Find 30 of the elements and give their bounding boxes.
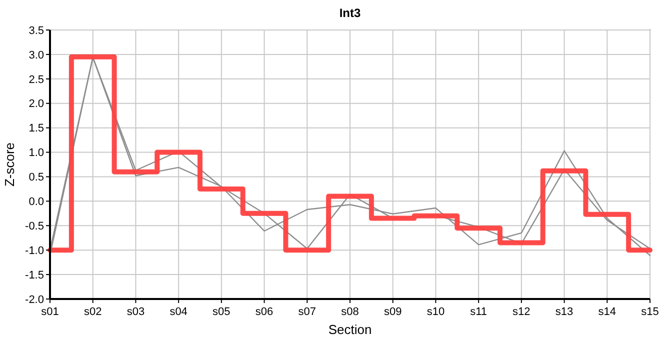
y-tick-label: 2.0	[28, 98, 44, 110]
x-tick-label: s11	[470, 306, 488, 318]
x-tick-label: s02	[84, 306, 102, 318]
y-tick-label: 0.0	[28, 196, 44, 208]
chart-title: Int3	[339, 6, 361, 20]
y-tick-label: -0.5	[25, 220, 44, 232]
y-tick-label: 3.5	[28, 24, 44, 37]
x-tick-label: s05	[212, 306, 230, 318]
x-tick-label: s01	[41, 306, 59, 318]
x-tick-label: s08	[341, 306, 359, 318]
y-tick-label: 1.5	[28, 122, 44, 135]
y-tick-label: 3.0	[28, 49, 44, 62]
y-tick-label: -1.0	[25, 244, 44, 257]
y-tick-label: -2.0	[25, 294, 44, 306]
x-tick-label: s06	[255, 306, 274, 318]
x-axis-title: Section	[328, 322, 372, 337]
x-tick-label: s12	[512, 306, 530, 318]
x-tick-label: s15	[641, 306, 659, 318]
x-tick-label: s09	[384, 306, 402, 318]
x-tick-label: s10	[426, 306, 445, 318]
x-tick-label: s14	[598, 306, 616, 318]
y-axis-title: Z-score	[2, 142, 17, 187]
y-tick-label: 0.5	[28, 172, 44, 184]
x-tick-label: s03	[126, 306, 145, 318]
x-tick-label: s04	[170, 306, 188, 318]
y-tick-label: 2.5	[28, 74, 44, 86]
x-tick-label: s13	[555, 306, 574, 318]
x-tick-label: s07	[298, 306, 316, 318]
y-tick-label: 1.0	[28, 147, 44, 160]
y-tick-label: -1.5	[25, 269, 44, 282]
